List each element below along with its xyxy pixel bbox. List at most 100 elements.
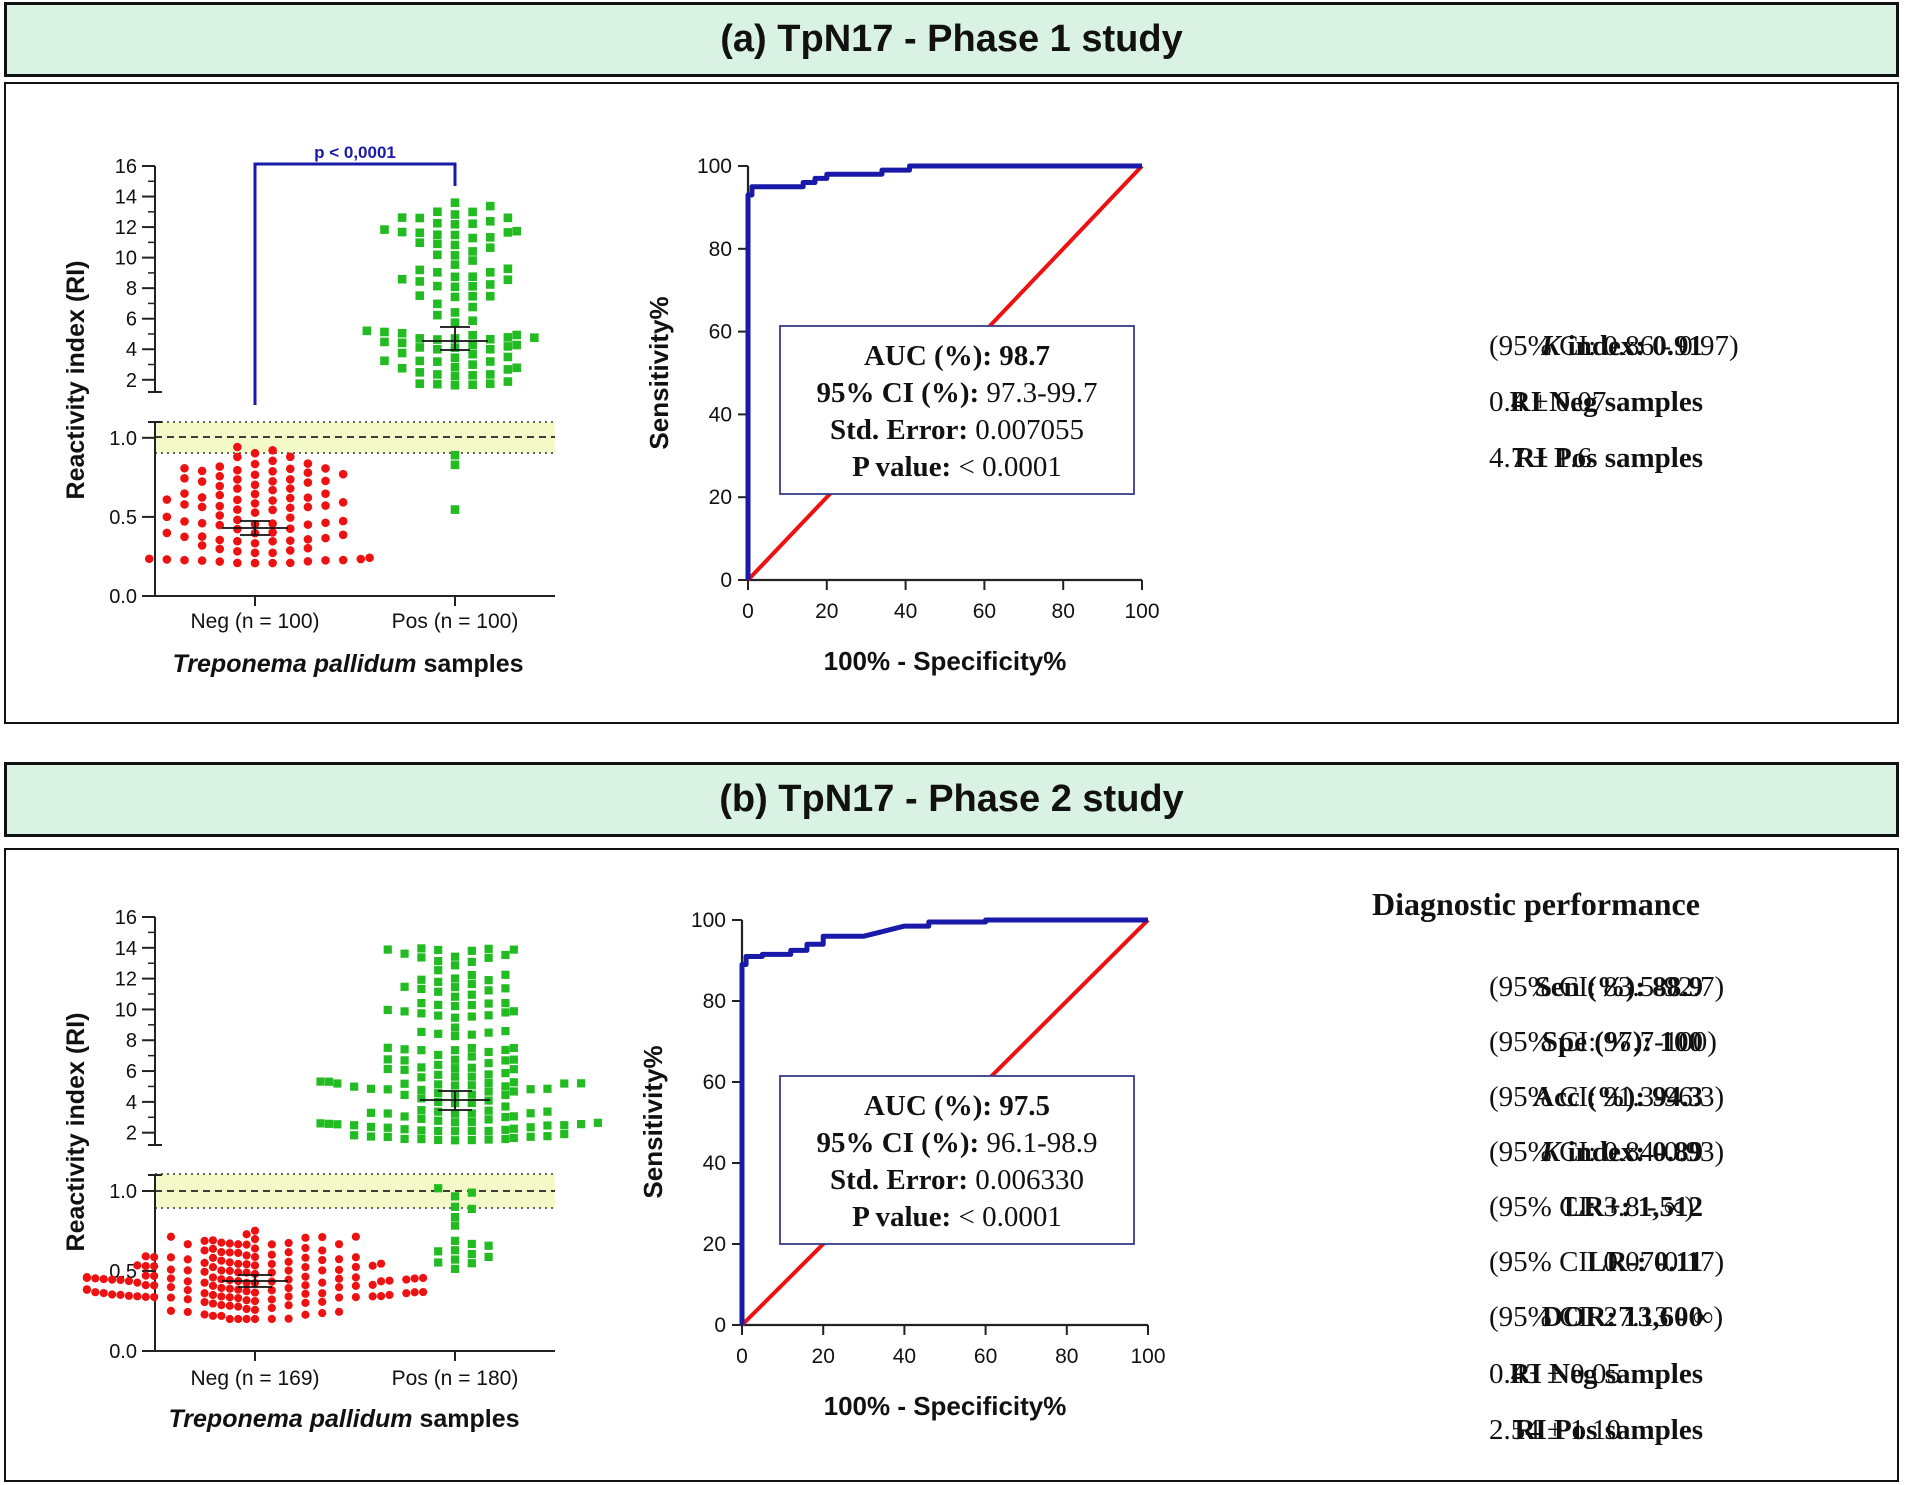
data-point xyxy=(484,986,493,995)
panel-b-ci-value: 96.1-98.9 xyxy=(986,1127,1097,1159)
data-point xyxy=(180,474,189,483)
panel-b-stats: Diagnostic performance Sen (%): 88.9 (95%… xyxy=(1240,880,1860,1450)
data-point xyxy=(150,1262,159,1271)
data-point xyxy=(166,1293,176,1302)
panel-a-stat-0-value: (95% CI: 0.86 - 0.97) xyxy=(1489,330,1739,362)
panel-b-cat-neg: Neg (n = 169) xyxy=(191,1367,320,1390)
data-point xyxy=(200,1278,209,1287)
panel-a-stat-2-value: 4.7 ± 1.6 xyxy=(1489,442,1592,474)
data-point xyxy=(593,1118,602,1127)
data-point xyxy=(250,499,260,508)
data-point xyxy=(284,1257,293,1266)
data-point xyxy=(150,1253,159,1262)
data-point xyxy=(434,1116,443,1125)
panel-b-stat-row: LR-: 0.11 (95% CI: 0.07-0.17) xyxy=(1240,1246,1860,1286)
data-point xyxy=(333,1120,342,1129)
data-point xyxy=(116,1275,125,1285)
data-point xyxy=(450,1118,460,1127)
data-point xyxy=(450,1255,460,1264)
data-point xyxy=(284,1283,293,1293)
data-point xyxy=(485,357,495,366)
data-point xyxy=(468,380,477,389)
data-point xyxy=(183,1295,192,1304)
data-point xyxy=(200,1310,209,1319)
data-point xyxy=(383,1132,392,1142)
data-point xyxy=(485,243,495,252)
data-point xyxy=(150,1292,159,1302)
panel-a-stat-0-italic: K xyxy=(1541,330,1561,362)
data-point xyxy=(419,1273,428,1283)
data-point xyxy=(433,239,442,249)
data-point xyxy=(485,216,495,226)
data-point xyxy=(268,476,277,486)
data-point xyxy=(242,1287,251,1296)
data-point xyxy=(225,1248,234,1257)
data-point xyxy=(560,1129,569,1139)
panel-a-stat-row: K index: 0.91 (95% CI: 0.86 - 0.97) xyxy=(1240,330,1860,370)
y-tick-label: 0 xyxy=(720,569,732,592)
panel-a-stat-2-label: RI Pos samples xyxy=(1514,442,1703,474)
data-point xyxy=(141,1281,150,1290)
data-point xyxy=(467,1043,476,1053)
data-point xyxy=(543,1107,552,1116)
data-point xyxy=(415,291,425,300)
data-point xyxy=(324,1077,334,1086)
y-tick-label: 40 xyxy=(703,1152,726,1175)
panel-b-banner: (b) TpN17 - Phase 2 study xyxy=(4,762,1899,837)
data-point xyxy=(268,446,277,455)
data-point xyxy=(301,1289,310,1298)
data-point xyxy=(400,1079,409,1088)
data-point xyxy=(468,233,477,243)
data-point xyxy=(208,1244,218,1253)
data-point xyxy=(417,1094,426,1103)
data-point xyxy=(397,338,407,348)
data-point xyxy=(450,1109,460,1118)
data-point xyxy=(242,1260,251,1269)
y-tick-label: 100 xyxy=(691,909,726,932)
y-tick-label: 20 xyxy=(703,1233,726,1256)
data-point xyxy=(334,1293,344,1302)
data-point xyxy=(285,558,295,568)
data-point xyxy=(434,977,443,986)
data-point xyxy=(450,974,460,983)
panel-a-x-label: Treponema pallidum samples xyxy=(172,650,523,678)
data-point xyxy=(467,1063,476,1072)
data-point xyxy=(509,1055,518,1064)
panel-b-auc-box: AUC (%): 97.5 95% CI (%): 96.1-98.9 Std.… xyxy=(779,1075,1135,1245)
data-point xyxy=(180,463,189,473)
data-point xyxy=(303,535,313,544)
x-tick-label: 20 xyxy=(812,1345,835,1368)
data-point xyxy=(484,976,493,985)
data-point xyxy=(484,1126,493,1136)
data-point xyxy=(450,1264,460,1273)
panel-a-pos-mean-bar xyxy=(422,326,488,351)
data-point xyxy=(366,1132,376,1141)
data-point xyxy=(560,1079,569,1088)
data-point xyxy=(417,1106,426,1115)
data-point xyxy=(225,1301,234,1310)
data-point xyxy=(503,352,513,362)
data-point xyxy=(183,1240,192,1249)
y-tick-label: 0.0 xyxy=(109,586,137,608)
x-tick-label: 80 xyxy=(1052,600,1075,623)
data-point xyxy=(485,344,495,354)
data-point xyxy=(434,1184,443,1193)
data-point xyxy=(484,1087,493,1096)
data-point xyxy=(450,1136,460,1145)
data-point xyxy=(434,1135,443,1145)
data-point xyxy=(200,1236,209,1245)
data-point xyxy=(380,337,389,347)
data-point xyxy=(433,370,442,379)
data-point xyxy=(383,1055,392,1064)
data-point xyxy=(91,1288,100,1297)
panel-a-x-label-italic: Treponema pallidum xyxy=(172,650,416,678)
data-point xyxy=(434,1029,443,1038)
data-point xyxy=(321,518,330,528)
data-point xyxy=(162,495,172,504)
data-point xyxy=(316,1077,325,1086)
data-point xyxy=(267,1250,276,1259)
data-point xyxy=(233,475,242,484)
y-tick-label: 2 xyxy=(126,370,137,392)
data-point xyxy=(208,1262,218,1272)
y-tick-label: 40 xyxy=(709,403,732,426)
